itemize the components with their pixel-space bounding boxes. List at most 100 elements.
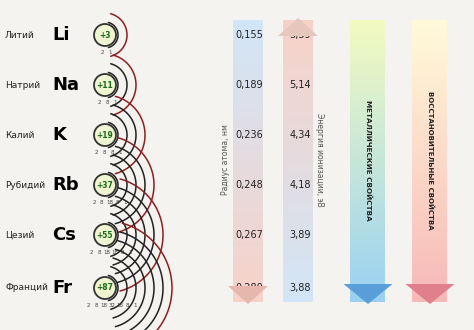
Bar [233, 163, 263, 165]
Bar [283, 95, 313, 97]
Bar [233, 71, 263, 73]
Bar [412, 33, 447, 35]
Bar [283, 41, 313, 43]
Bar [233, 22, 263, 24]
Bar [412, 293, 447, 294]
Bar [350, 116, 385, 118]
Bar [350, 199, 385, 201]
Bar [233, 135, 263, 137]
Bar [283, 71, 313, 73]
Bar [350, 232, 385, 234]
Bar [283, 283, 313, 285]
Bar [233, 97, 263, 99]
Bar [283, 204, 313, 206]
Bar [350, 178, 385, 180]
Bar [233, 234, 263, 236]
Bar [412, 150, 447, 151]
Bar [233, 294, 263, 296]
Bar [412, 261, 447, 263]
Bar [412, 283, 447, 285]
Bar [283, 144, 313, 146]
Bar [233, 103, 263, 105]
Text: ВОССТАНОВИТЕЛЬНЫЕ СВОЙСТВА: ВОССТАНОВИТЕЛЬНЫЕ СВОЙСТВА [427, 91, 433, 229]
Bar [233, 75, 263, 77]
Bar [350, 107, 385, 108]
Bar [283, 125, 313, 127]
Bar [350, 217, 385, 219]
Bar [412, 31, 447, 33]
Bar [350, 276, 385, 278]
Bar [283, 253, 313, 255]
Text: 1: 1 [108, 50, 112, 55]
Bar [283, 140, 313, 142]
Text: 8: 8 [110, 150, 114, 155]
Bar [283, 161, 313, 163]
Bar [233, 167, 263, 169]
Bar [233, 139, 263, 140]
Bar [350, 167, 385, 169]
Bar [233, 95, 263, 97]
Bar [283, 121, 313, 123]
Bar [412, 155, 447, 157]
Bar [412, 80, 447, 82]
Bar [350, 105, 385, 107]
Bar [283, 52, 313, 54]
Bar [233, 140, 263, 142]
Bar [412, 289, 447, 291]
Bar [233, 219, 263, 221]
Text: 3,88: 3,88 [290, 283, 311, 293]
Bar [412, 91, 447, 93]
Bar [283, 54, 313, 56]
Bar [233, 174, 263, 176]
Bar [412, 201, 447, 202]
Text: 1: 1 [118, 150, 122, 155]
Bar [283, 259, 313, 261]
Bar [233, 227, 263, 229]
Circle shape [94, 224, 116, 246]
Text: 0,267: 0,267 [235, 230, 263, 240]
Bar [283, 266, 313, 268]
Bar [412, 170, 447, 172]
Bar [283, 300, 313, 302]
Bar [412, 84, 447, 86]
Bar [233, 99, 263, 101]
Bar [412, 270, 447, 272]
Bar [233, 223, 263, 225]
Bar [283, 75, 313, 77]
Bar [350, 123, 385, 125]
Bar [350, 48, 385, 50]
Bar [233, 187, 263, 189]
Text: 8: 8 [106, 100, 109, 105]
Bar [283, 153, 313, 155]
Bar [233, 291, 263, 293]
Bar [412, 266, 447, 268]
Bar [412, 249, 447, 251]
Bar [283, 24, 313, 26]
Bar [350, 71, 385, 73]
Bar [350, 261, 385, 263]
Bar [283, 193, 313, 195]
Bar [350, 238, 385, 240]
Bar [283, 84, 313, 86]
Bar [233, 73, 263, 75]
Bar [283, 291, 313, 293]
Text: +11: +11 [97, 81, 113, 89]
Bar [233, 89, 263, 91]
Bar [350, 86, 385, 88]
Bar [350, 263, 385, 264]
Bar [283, 240, 313, 242]
Text: K: K [52, 126, 66, 144]
Bar [283, 110, 313, 112]
Bar [233, 182, 263, 183]
Bar [350, 131, 385, 133]
Text: 2: 2 [100, 50, 104, 55]
Bar [350, 229, 385, 231]
Bar [233, 35, 263, 37]
Text: 8: 8 [120, 250, 124, 255]
Bar [412, 129, 447, 131]
Bar [412, 285, 447, 287]
Bar [350, 272, 385, 274]
Bar [233, 63, 263, 65]
Bar [233, 236, 263, 238]
Bar [350, 127, 385, 129]
